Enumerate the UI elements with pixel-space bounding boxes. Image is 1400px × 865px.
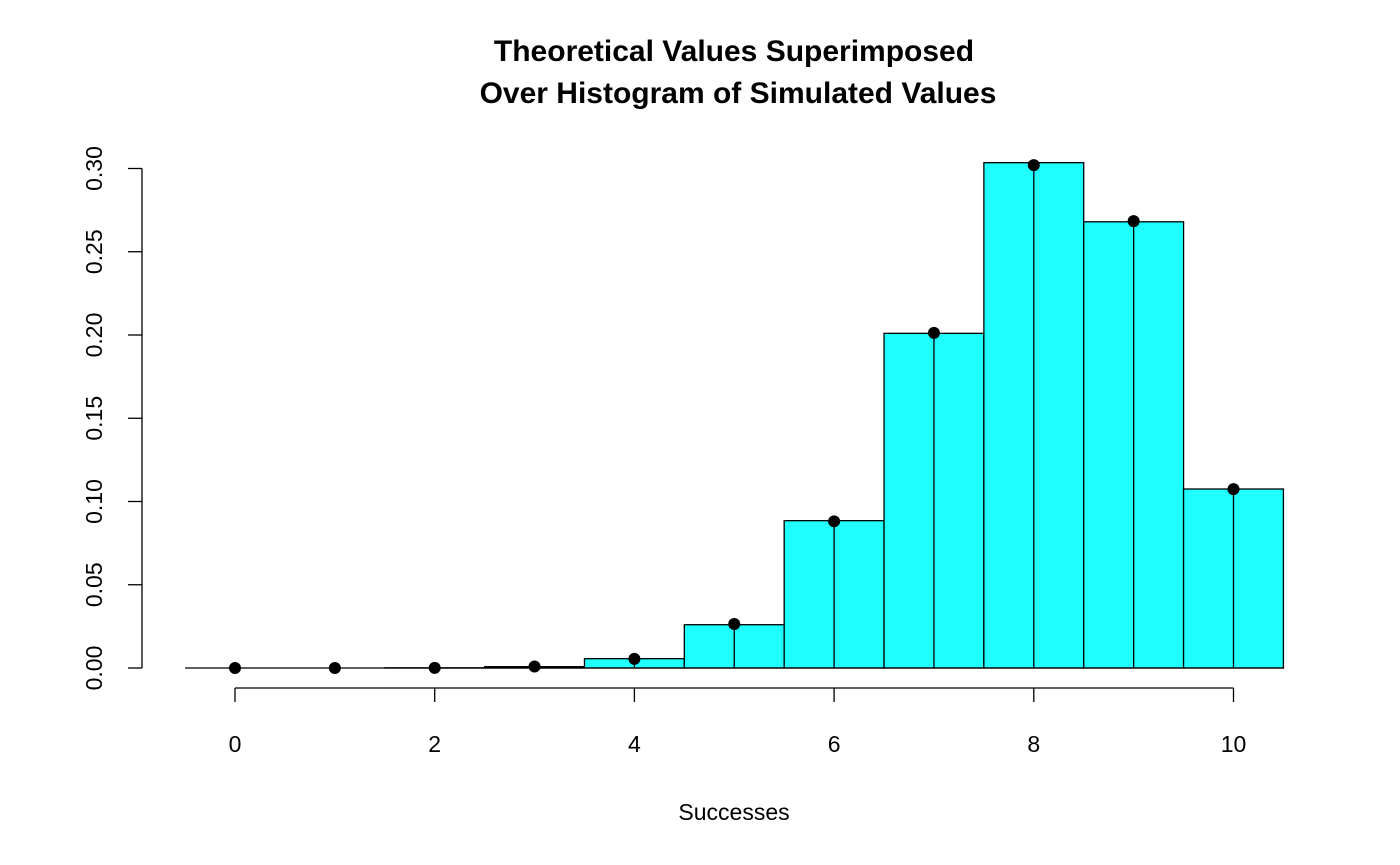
y-tick-label: 0.25 (81, 229, 107, 274)
x-tick-label: 6 (828, 731, 841, 757)
theoretical-points (229, 159, 1240, 674)
theoretical-point (1227, 483, 1240, 496)
y-axis: 0.00 0.05 0.10 0.15 0.20 0.25 0.30 (81, 146, 143, 691)
theoretical-point (628, 652, 641, 665)
y-tick-label: 0.15 (81, 396, 107, 441)
histogram-bars (185, 162, 1285, 669)
theoretical-point (528, 660, 541, 673)
theoretical-point (927, 326, 940, 339)
theoretical-point (328, 662, 341, 674)
x-axis: 0 2 4 6 8 10 (229, 687, 1247, 757)
y-tick-label: 0.05 (81, 562, 107, 607)
x-tick-label: 8 (1027, 731, 1040, 757)
theoretical-point (428, 661, 441, 674)
y-tick-label: 0.20 (81, 313, 107, 358)
chart-title-line-1: Theoretical Values Superimposed (494, 35, 974, 68)
y-tick-label: 0.00 (81, 646, 107, 691)
x-tick-label: 0 (229, 731, 242, 757)
x-axis-title: Successes (678, 799, 789, 825)
theoretical-point (229, 662, 241, 674)
theoretical-point (828, 515, 841, 528)
theoretical-point (1027, 159, 1040, 172)
y-tick-label: 0.10 (81, 479, 107, 524)
x-tick-label: 4 (628, 731, 641, 757)
y-tick-label: 0.30 (81, 146, 107, 191)
theoretical-point (728, 618, 741, 631)
chart-title-line-2: Over Histogram of Simulated Values (480, 77, 997, 110)
x-tick-label: 2 (428, 731, 441, 757)
x-tick-label: 10 (1221, 731, 1247, 757)
theoretical-point (1127, 215, 1140, 228)
